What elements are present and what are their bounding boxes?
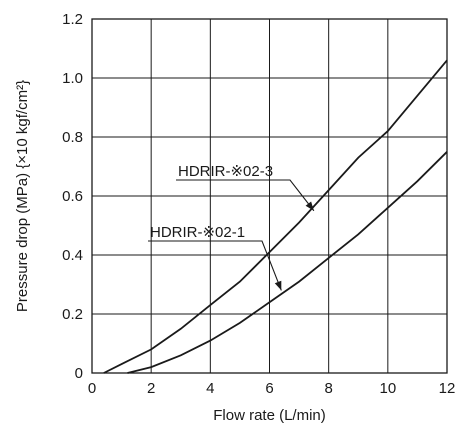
x-tick-label: 12 [439, 380, 456, 397]
arrowhead-2 [274, 280, 282, 291]
curves [103, 59, 448, 374]
series-label-1: HDRIR-※02-3 [178, 163, 273, 180]
y-tick-label: 0.6 [62, 188, 83, 205]
series-labels: HDRIR-※02-3 HDRIR-※02-1 [148, 163, 315, 291]
y-tick-label: 0 [75, 365, 83, 382]
tick-labels: 0 2 4 6 8 10 12 0 0.2 0.4 0.6 0.8 1.0 1.2 [62, 11, 455, 397]
x-tick-label: 4 [206, 380, 214, 397]
y-tick-label: 0.8 [62, 129, 83, 146]
x-tick-label: 8 [324, 380, 332, 397]
plot-frame [91, 18, 448, 374]
leader-line-2 [148, 240, 282, 291]
leader-line-1 [176, 179, 315, 212]
x-axis-title: Flow rate (L/min) [213, 407, 326, 424]
y-axis-title: Pressure drop (MPa) {×10 kgf/cm²} [14, 80, 31, 312]
y-tick-label: 0.4 [62, 247, 83, 264]
y-tick-label: 0.2 [62, 306, 83, 323]
arrowhead-1 [305, 201, 314, 211]
x-tick-label: 2 [147, 380, 155, 397]
x-tick-label: 6 [265, 380, 273, 397]
series-label-2: HDRIR-※02-1 [150, 224, 245, 241]
series-line-2 [127, 151, 448, 374]
y-tick-label: 1.2 [62, 11, 83, 28]
x-tick-label: 0 [88, 380, 96, 397]
series-line-1 [103, 59, 448, 374]
y-tick-label: 1.0 [62, 70, 83, 87]
grid [91, 18, 448, 374]
x-tick-label: 10 [379, 380, 396, 397]
